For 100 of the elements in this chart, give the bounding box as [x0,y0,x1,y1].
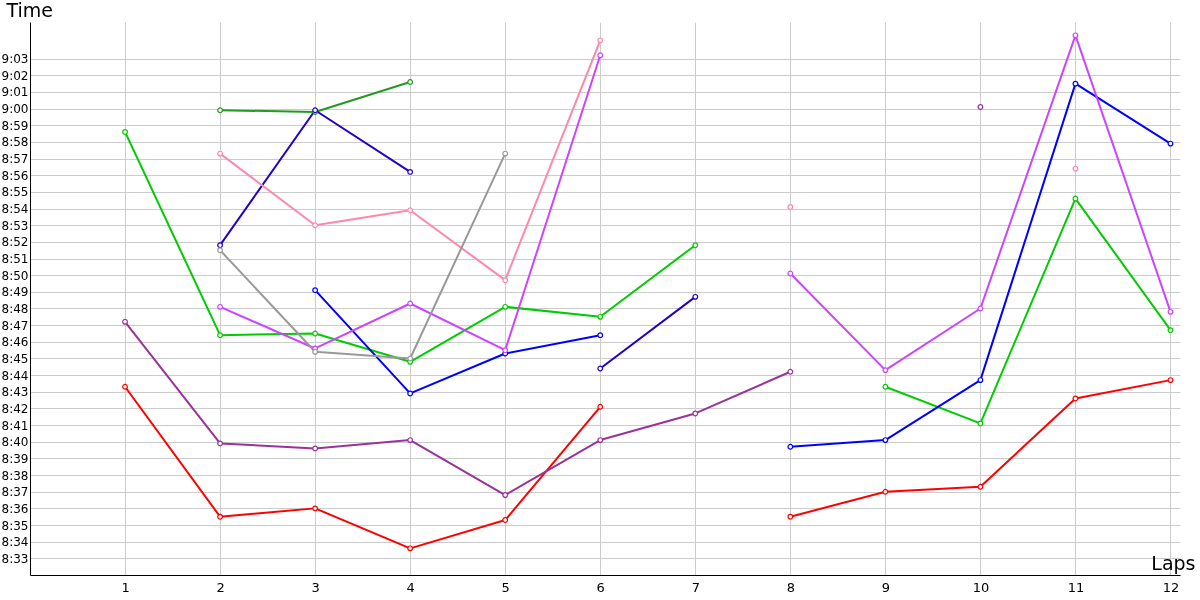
y-tick-label: 9:03 [1,52,29,67]
point [692,410,699,417]
y-tick-label: 8:55 [1,185,29,200]
point [597,52,604,59]
y-tick-label: 8:47 [1,318,29,333]
x-tick-label: 9 [881,579,891,595]
y-tick-label: 9:00 [1,102,29,117]
point [977,305,984,312]
point [977,420,984,427]
y-tick-label: 8:57 [1,152,29,167]
x-tick-label: 12 [1162,579,1180,595]
y-tick-label: 8:56 [1,168,29,183]
point [787,270,794,277]
point [217,332,224,339]
y-tick-label: 8:40 [1,435,29,450]
y-tick-label: 8:42 [1,401,29,416]
point [407,300,414,307]
x-axis-title: Laps [1151,551,1196,574]
point [977,377,984,384]
point [217,303,224,310]
point [977,483,984,490]
y-tick-label: 8:53 [1,218,29,233]
y-tick-label: 8:48 [1,301,29,316]
point [597,403,604,410]
point [1072,32,1079,39]
y-tick-label: 8:43 [1,385,29,400]
y-tick-label: 8:44 [1,368,29,383]
y-axis-title: Time [5,0,53,21]
point [122,383,128,390]
y-tick-label: 8:49 [1,285,29,300]
y-tick-label: 8:59 [1,118,29,133]
y-tick-label: 8:37 [1,485,29,500]
point [407,545,414,552]
point [882,437,889,444]
point [502,517,509,523]
point [787,203,794,210]
y-tick-label: 9:02 [1,68,29,83]
x-tick-label: 2 [216,579,225,595]
y-tick-label: 8:51 [1,252,29,267]
point [312,222,319,229]
point [407,207,414,214]
point [217,513,224,520]
point [1072,80,1079,87]
x-tick-label: 11 [1067,579,1085,595]
y-tick-label: 8:39 [1,451,29,466]
x-tick-label: 10 [972,579,990,595]
point [407,168,414,175]
point [1167,327,1174,334]
point [407,390,414,397]
point [1167,308,1174,315]
point [407,79,414,85]
point [407,437,414,444]
y-tick-label: 8:41 [1,418,29,433]
x-tick-label: 4 [406,579,415,595]
point [1072,195,1079,202]
point [882,367,889,374]
point [692,242,699,249]
x-tick-label: 6 [596,579,605,595]
y-tick-label: 8:58 [1,135,29,150]
point [217,440,224,447]
point [122,318,128,325]
y-tick-label: 8:50 [1,268,29,283]
y-tick-label: 8:45 [1,351,29,366]
point [882,383,889,390]
point [217,247,224,254]
point [312,330,319,337]
point [217,107,224,114]
point [502,150,509,157]
point [977,104,984,110]
point [882,488,889,495]
point [597,313,604,320]
x-tick-label: 1 [121,579,130,595]
point [502,277,509,284]
point [312,445,319,452]
point [787,513,794,520]
y-tick-label: 8:35 [1,518,29,533]
x-tick-label: 3 [311,579,320,595]
point [787,368,794,375]
point [1167,377,1174,384]
point [787,443,794,450]
y-tick-label: 8:54 [1,202,29,217]
point [597,37,604,44]
y-tick-label: 8:52 [1,235,29,250]
point [312,505,319,512]
point [1072,165,1079,172]
point [217,242,224,249]
point [1072,395,1079,402]
point [217,150,224,157]
x-tick-label: 8 [786,579,795,595]
point [692,293,699,300]
y-tick-label: 8:46 [1,335,29,350]
y-tick-label: 8:34 [1,535,29,550]
point [1167,140,1174,147]
y-tick-label: 8:38 [1,468,29,483]
point [597,365,604,372]
point [597,437,604,444]
y-tick-label: 9:01 [1,85,29,100]
point [597,332,604,339]
point [502,303,509,310]
point [122,128,128,135]
